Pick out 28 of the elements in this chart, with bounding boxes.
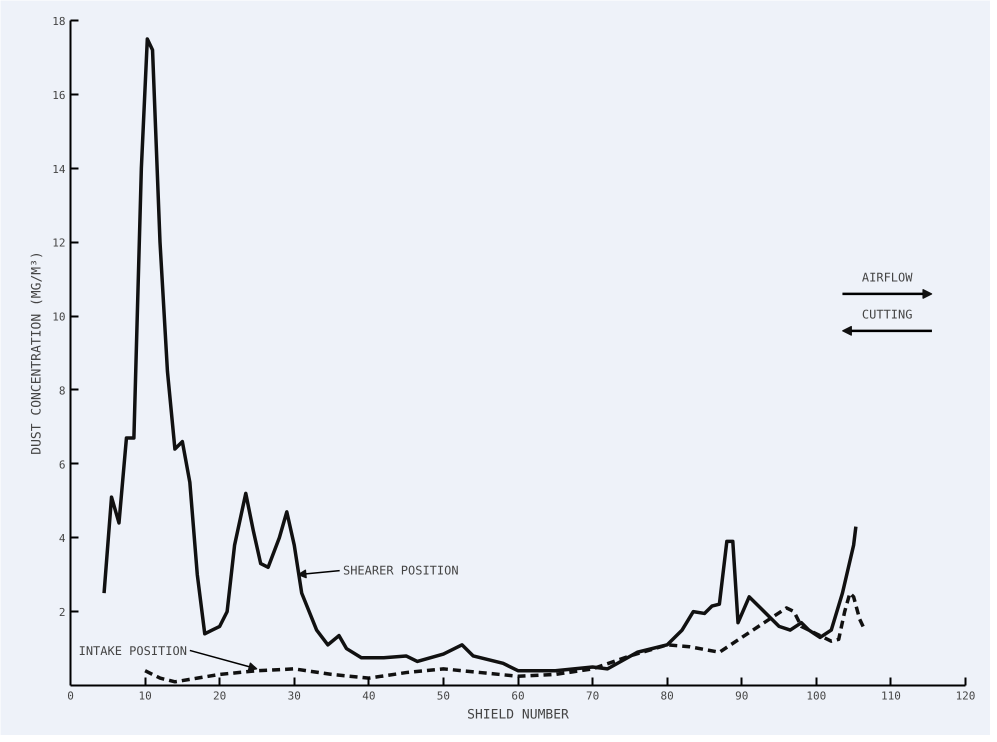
x-tick-label: 10 [138, 690, 152, 702]
x-tick-label: 80 [660, 690, 674, 702]
y-axis-title: DUST CONCENTRATION (MG/M³) [29, 251, 44, 455]
y-tick-label: 12 [52, 236, 66, 250]
x-tick-label: 0 [67, 690, 74, 702]
x-tick-label: 90 [735, 690, 748, 702]
x-tick-label: 20 [213, 690, 226, 702]
x-tick-label: 40 [362, 690, 376, 702]
x-axis-title: SHIELD NUMBER [467, 708, 570, 722]
x-tick-label: 70 [586, 690, 600, 702]
x-tick-label: 30 [288, 690, 301, 702]
y-tick-label: 16 [52, 88, 66, 102]
x-tick-label: 100 [806, 690, 826, 702]
y-tick-label: 10 [52, 310, 66, 324]
y-tick-label: 6 [58, 458, 66, 472]
annotation: SHEARER POSITION [342, 564, 459, 578]
x-tick-label: 120 [956, 690, 976, 702]
y-tick-label: 8 [58, 384, 66, 398]
x-tick-label: 50 [436, 690, 450, 702]
y-tick-label: 4 [58, 532, 66, 546]
annotation: AIRFLOW [862, 270, 914, 285]
annotation: CUTTING [862, 308, 912, 322]
annotation: INTAKE POSITION [78, 644, 187, 658]
x-tick-label: 60 [511, 690, 525, 702]
x-tick-label: 110 [880, 690, 901, 702]
y-tick-label: 2 [58, 606, 66, 620]
y-tick-label: 14 [52, 162, 66, 176]
y-tick-label: 18 [52, 15, 66, 28]
